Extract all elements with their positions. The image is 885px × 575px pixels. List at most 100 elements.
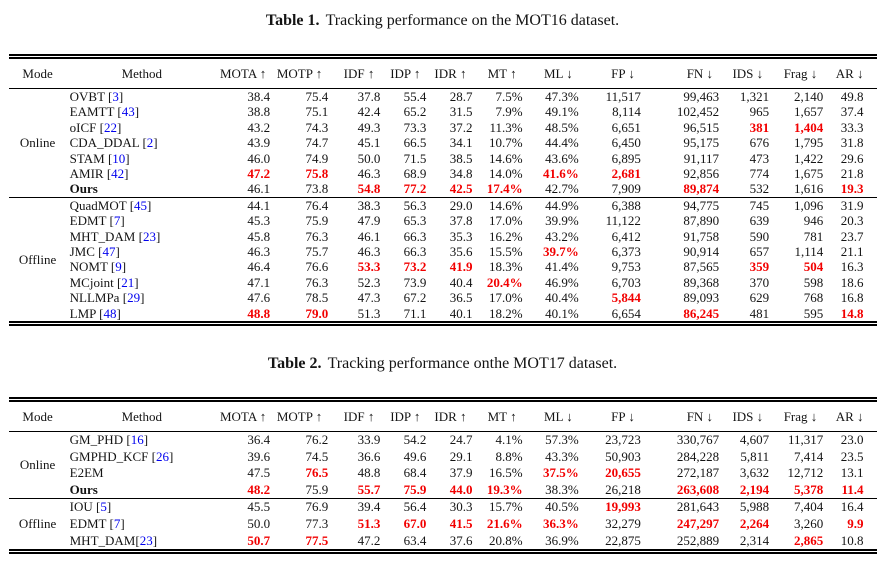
method-cell: Ours bbox=[67, 181, 217, 197]
column-header-mt: MT ↑ bbox=[475, 56, 526, 89]
value-cell: 745 bbox=[749, 197, 770, 213]
value-cell: 67.2 bbox=[403, 290, 427, 306]
value-cell: 51.3 bbox=[357, 305, 381, 321]
citation-link[interactable]: 23 bbox=[142, 228, 156, 244]
group-offline: Offline IOU [5] 45.5 76.9 39.4 56.4 30.3 15.7% 4… bbox=[8, 498, 877, 552]
value-cell: 55.7 bbox=[357, 481, 381, 497]
method-name: STAM bbox=[69, 150, 105, 166]
value-cell: 23.0 bbox=[840, 432, 864, 448]
table1-caption-label: Table 1. bbox=[265, 12, 320, 29]
value-cell: 284,228 bbox=[676, 448, 720, 464]
method-cell: QuadMOT [45] bbox=[69, 197, 152, 213]
value-cell: 17.4% bbox=[486, 181, 523, 197]
column-header-fp: FP ↓ bbox=[581, 399, 644, 433]
value-cell: 2,140 bbox=[794, 89, 824, 104]
value-cell: 73.2 bbox=[403, 259, 427, 275]
citation-link[interactable]: 48 bbox=[103, 305, 117, 321]
value-cell: 14.6% bbox=[489, 150, 523, 166]
value-cell: 1,675 bbox=[794, 166, 824, 182]
value-cell: 43.3% bbox=[545, 448, 579, 464]
value-cell: 629 bbox=[749, 290, 770, 306]
value-cell: 33.3 bbox=[840, 119, 864, 135]
column-header-mota: MOTA ↑ bbox=[216, 399, 274, 433]
value-cell: 94,775 bbox=[683, 197, 720, 213]
value-cell: 37.2 bbox=[449, 119, 473, 135]
citation-link[interactable]: 9 bbox=[115, 259, 122, 275]
citation-link[interactable]: 21 bbox=[121, 274, 135, 290]
value-cell: 68.4 bbox=[403, 465, 427, 481]
value-cell: 47.5 bbox=[247, 465, 271, 481]
citation-link[interactable]: 26 bbox=[155, 448, 169, 464]
citation-link[interactable]: 5 bbox=[100, 499, 107, 515]
value-cell: 41.6% bbox=[543, 166, 579, 182]
value-cell: 38.5 bbox=[449, 150, 473, 166]
value-cell: 23,723 bbox=[605, 432, 641, 448]
value-cell: 11,122 bbox=[605, 213, 641, 229]
value-cell: 12,712 bbox=[787, 465, 824, 481]
citation-link[interactable]: 29 bbox=[127, 290, 141, 306]
value-cell: 18.2% bbox=[489, 305, 523, 321]
value-cell: 7.5% bbox=[495, 89, 523, 104]
column-header-idr: IDR ↑ bbox=[429, 399, 476, 433]
value-cell: 71.5 bbox=[403, 150, 427, 166]
method-name: QuadMOT bbox=[69, 197, 127, 213]
value-cell: 47.3% bbox=[545, 89, 579, 104]
value-cell: 46.9% bbox=[545, 274, 579, 290]
table-row: JMC [47] 46.3 75.7 46.3 66.3 35.6 15.5% 39.7% 6,… bbox=[9, 244, 877, 259]
citation-link[interactable]: 47 bbox=[102, 244, 116, 260]
value-cell: 45.3 bbox=[247, 213, 271, 229]
value-cell: 89,368 bbox=[683, 274, 720, 290]
value-cell: 781 bbox=[803, 228, 824, 244]
value-cell: 359 bbox=[749, 259, 770, 275]
citation-link[interactable]: 10 bbox=[112, 150, 126, 166]
method-cell: E2EM bbox=[67, 465, 217, 482]
citation-link[interactable]: 42 bbox=[111, 166, 125, 182]
citation-link[interactable]: 7 bbox=[113, 516, 121, 532]
citation-link[interactable]: 2 bbox=[146, 135, 154, 151]
value-cell: 9,753 bbox=[611, 259, 641, 275]
value-cell: 76.5 bbox=[305, 465, 329, 481]
citation-link[interactable]: 16 bbox=[130, 432, 144, 448]
citation-link[interactable]: 45 bbox=[134, 197, 148, 213]
method-cell: EAMTT [43] bbox=[69, 104, 140, 120]
value-cell: 14.6% bbox=[489, 197, 523, 213]
value-cell: 381 bbox=[749, 119, 770, 135]
value-cell: 50.0 bbox=[357, 150, 381, 166]
table-row: LMP [48] 48.8 79.0 51.3 71.1 40.1 18.2% 40.1% 6,… bbox=[9, 306, 877, 324]
table1-caption-text: Tracking performance on the MOT16 datase… bbox=[325, 12, 620, 29]
mode-cell: Offline bbox=[18, 251, 57, 267]
table-row: oICF [22] 43.2 74.3 49.3 73.3 37.2 11.3% 48.5% 6… bbox=[9, 120, 877, 135]
value-cell: 47.9 bbox=[357, 213, 381, 229]
column-header-idf: IDF ↑ bbox=[331, 399, 384, 433]
value-cell: 56.4 bbox=[403, 499, 427, 515]
citation-link[interactable]: 3 bbox=[112, 89, 119, 104]
column-header-frag: Frag ↓ bbox=[772, 399, 827, 433]
value-cell: 17.0% bbox=[489, 290, 523, 306]
value-cell: 13.1 bbox=[840, 465, 864, 481]
group-online: Online GM_PHD [16] 36.4 76.2 33.9 54.2 24.7 4.1… bbox=[9, 432, 877, 499]
value-cell: 46.3 bbox=[247, 244, 271, 260]
value-cell: 47.1 bbox=[247, 274, 271, 290]
value-cell: 66.5 bbox=[403, 135, 427, 151]
value-cell: 11,517 bbox=[605, 89, 641, 104]
value-cell: 36.3% bbox=[543, 516, 579, 532]
value-cell: 37.8 bbox=[357, 89, 381, 104]
column-header-fn: FN ↓ bbox=[643, 399, 723, 433]
value-cell: 86,245 bbox=[683, 305, 720, 321]
value-cell: 6,373 bbox=[611, 244, 641, 260]
value-cell: 1,321 bbox=[739, 89, 770, 104]
value-cell: 31.9 bbox=[840, 197, 864, 213]
value-cell: 46.3 bbox=[357, 166, 381, 182]
value-cell: 41.9 bbox=[449, 259, 473, 275]
citation-link[interactable]: 23 bbox=[139, 532, 153, 548]
citation-link[interactable]: 7 bbox=[113, 213, 121, 229]
value-cell: 71.1 bbox=[403, 305, 427, 321]
citation-link[interactable]: 22 bbox=[103, 119, 117, 135]
value-cell: 48.8 bbox=[247, 305, 271, 321]
value-cell: 6,654 bbox=[611, 305, 641, 321]
citation-link[interactable]: 43 bbox=[121, 104, 135, 120]
table-row: NLLMPa [29] 47.6 78.5 47.3 67.2 36.5 17.0% 40.4… bbox=[9, 290, 877, 305]
value-cell: 15.5% bbox=[489, 244, 523, 260]
value-cell: 34.1 bbox=[449, 135, 473, 151]
table-row: GMPHD_KCF [26] 39.6 74.5 36.6 49.6 29.1 8.8% 43… bbox=[9, 449, 877, 466]
